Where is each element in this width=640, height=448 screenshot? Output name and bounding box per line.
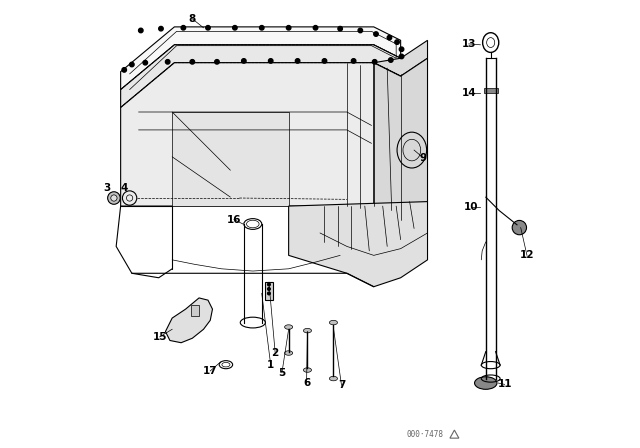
Text: 16: 16 <box>227 215 241 224</box>
Circle shape <box>512 220 527 235</box>
Circle shape <box>190 60 195 64</box>
Circle shape <box>143 60 148 65</box>
Text: 2: 2 <box>271 348 279 358</box>
Ellipse shape <box>303 368 312 372</box>
Text: 8: 8 <box>189 14 196 24</box>
Text: 12: 12 <box>520 250 534 260</box>
Circle shape <box>233 26 237 30</box>
Polygon shape <box>172 112 289 206</box>
Text: 17: 17 <box>203 366 218 376</box>
Text: 5: 5 <box>278 368 285 378</box>
Bar <box>484 88 498 93</box>
Text: 4: 4 <box>120 183 128 193</box>
Circle shape <box>399 47 404 52</box>
Text: 6: 6 <box>303 378 310 388</box>
Bar <box>266 282 273 300</box>
Bar <box>191 305 199 316</box>
Polygon shape <box>374 40 428 76</box>
Circle shape <box>215 60 220 64</box>
Circle shape <box>287 26 291 30</box>
Polygon shape <box>374 58 428 220</box>
Text: 14: 14 <box>461 88 476 98</box>
Circle shape <box>268 292 270 295</box>
Polygon shape <box>289 202 428 287</box>
Ellipse shape <box>285 325 292 329</box>
Circle shape <box>399 54 404 59</box>
Circle shape <box>268 288 270 290</box>
Text: 9: 9 <box>419 153 427 163</box>
Ellipse shape <box>303 328 312 333</box>
Circle shape <box>122 68 127 72</box>
Text: 11: 11 <box>497 379 512 389</box>
Ellipse shape <box>285 351 292 355</box>
Circle shape <box>242 59 246 63</box>
Ellipse shape <box>111 195 117 201</box>
Circle shape <box>181 26 186 30</box>
Text: 3: 3 <box>104 183 111 193</box>
Circle shape <box>260 26 264 30</box>
Circle shape <box>130 62 134 67</box>
Polygon shape <box>165 298 212 343</box>
Text: 7: 7 <box>338 380 345 390</box>
Text: 000·7478: 000·7478 <box>407 430 444 439</box>
Polygon shape <box>121 45 401 108</box>
Text: 10: 10 <box>464 202 479 212</box>
Text: 1: 1 <box>267 360 275 370</box>
Circle shape <box>296 59 300 63</box>
Circle shape <box>269 59 273 63</box>
Text: 13: 13 <box>461 39 476 49</box>
Circle shape <box>338 26 342 31</box>
Circle shape <box>323 59 327 63</box>
Text: 15: 15 <box>152 332 167 342</box>
Polygon shape <box>121 63 401 220</box>
Circle shape <box>165 60 170 64</box>
Circle shape <box>372 60 377 64</box>
Circle shape <box>159 26 163 31</box>
Circle shape <box>358 28 362 33</box>
Ellipse shape <box>475 377 497 389</box>
Polygon shape <box>121 27 401 90</box>
Ellipse shape <box>330 320 337 325</box>
Ellipse shape <box>330 376 337 381</box>
Ellipse shape <box>108 192 120 204</box>
Circle shape <box>139 28 143 33</box>
Circle shape <box>314 26 317 30</box>
Circle shape <box>206 26 210 30</box>
Circle shape <box>387 35 392 40</box>
Circle shape <box>388 58 393 62</box>
Circle shape <box>351 59 356 63</box>
Circle shape <box>395 40 399 44</box>
Circle shape <box>374 32 378 36</box>
Circle shape <box>268 283 270 286</box>
